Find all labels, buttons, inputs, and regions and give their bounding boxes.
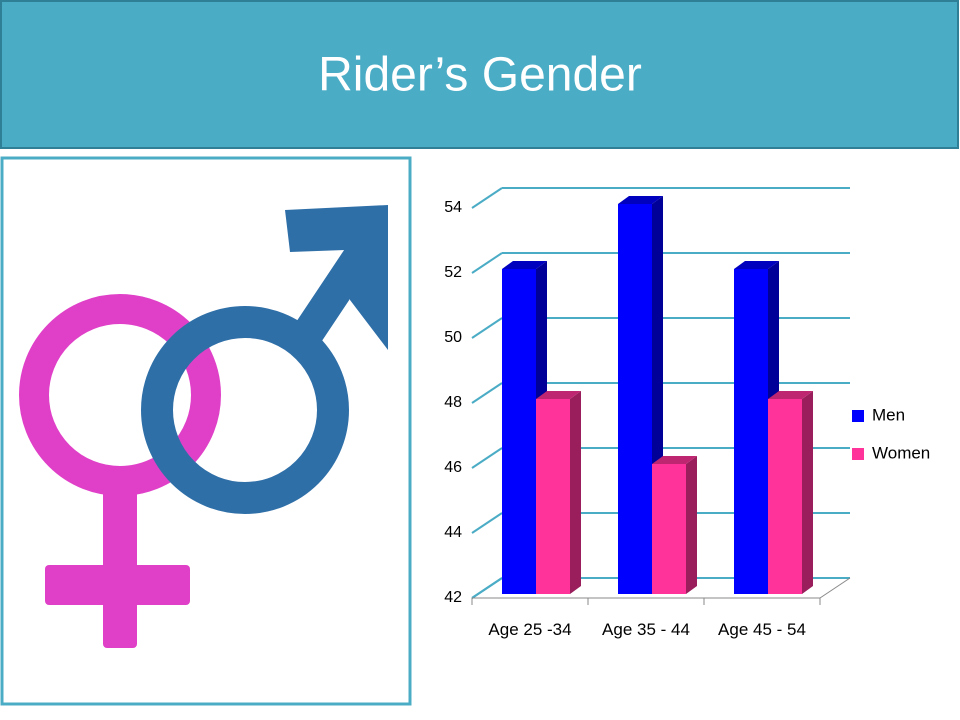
y-tick-label: 50 bbox=[444, 329, 462, 346]
y-tick-label: 44 bbox=[444, 524, 462, 541]
grid-diagonal bbox=[471, 187, 503, 209]
bar-side bbox=[570, 391, 581, 594]
grid-diagonal bbox=[471, 512, 503, 534]
bar bbox=[768, 399, 802, 594]
grid-diagonal bbox=[471, 577, 503, 599]
grid-diagonal bbox=[471, 382, 503, 404]
bar-top bbox=[618, 196, 663, 204]
legend-swatch bbox=[852, 410, 864, 422]
bar bbox=[734, 269, 768, 594]
bar bbox=[652, 464, 686, 594]
header-bar bbox=[0, 0, 959, 149]
y-tick-label: 42 bbox=[444, 589, 462, 606]
y-tick-label: 52 bbox=[444, 264, 462, 281]
x-tick-label: Age 35 - 44 bbox=[602, 620, 690, 639]
x-tick-label: Age 45 - 54 bbox=[718, 620, 806, 639]
slide-title: Rider’s Gender bbox=[318, 49, 642, 102]
bar-side bbox=[686, 456, 697, 594]
floor-right bbox=[819, 577, 851, 599]
bar-side bbox=[802, 391, 813, 594]
legend-label: Women bbox=[872, 443, 930, 462]
grid-diagonal bbox=[471, 447, 503, 469]
y-tick-label: 54 bbox=[444, 199, 462, 216]
bar-top bbox=[536, 391, 581, 399]
bar-top bbox=[734, 261, 779, 269]
bar bbox=[502, 269, 536, 594]
gender-symbol bbox=[19, 205, 388, 648]
bar-top bbox=[502, 261, 547, 269]
bar-top bbox=[652, 456, 697, 464]
legend-swatch bbox=[852, 448, 864, 460]
bar-top bbox=[768, 391, 813, 399]
y-tick-label: 48 bbox=[444, 394, 462, 411]
grid-diagonal bbox=[471, 317, 503, 339]
bar bbox=[536, 399, 570, 594]
grid-diagonal bbox=[471, 252, 503, 274]
bar bbox=[618, 204, 652, 594]
x-tick-label: Age 25 -34 bbox=[488, 620, 572, 639]
legend-label: Men bbox=[872, 405, 905, 424]
y-tick-label: 46 bbox=[444, 459, 462, 476]
